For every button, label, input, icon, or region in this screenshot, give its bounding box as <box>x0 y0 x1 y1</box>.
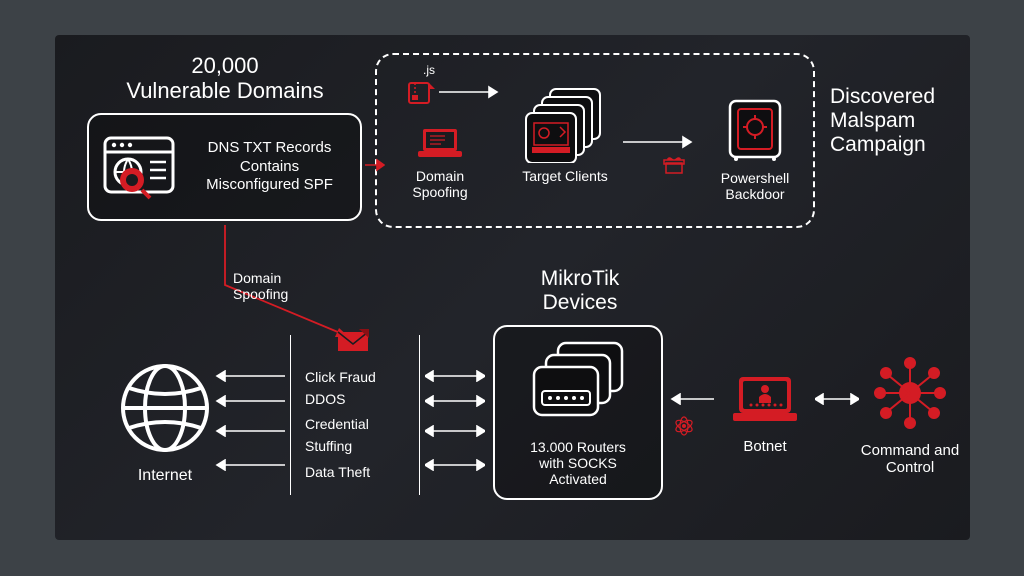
node-label: Target Clients <box>515 168 615 184</box>
list-item: Data Theft <box>305 462 409 484</box>
mikrotik-box-text: 13.000 Routers with SOCKS Activated <box>503 439 653 487</box>
safe-icon <box>724 95 786 165</box>
list-item: Click Fraud <box>305 367 409 389</box>
gift-icon <box>663 153 685 180</box>
node-label: Domain Spoofing <box>400 168 480 200</box>
attack-list: Click Fraud DDOS Credential Stuffing Dat… <box>290 335 420 495</box>
mid-arrow-label: Domain Spoofing <box>233 270 313 302</box>
router-stack-icon <box>518 337 638 432</box>
mikrotik-box: 13.000 Routers with SOCKS Activated <box>493 325 663 500</box>
browser-malware-icon <box>89 115 189 219</box>
diagram-canvas: 20,000 Vulnerable Domains DNS TXT Record… <box>55 35 970 540</box>
arrow-icon <box>215 370 285 382</box>
arrow-icon <box>425 370 485 382</box>
arrow-icon <box>425 459 485 471</box>
arrow-icon <box>425 425 485 437</box>
domain-spoofing-node: Domain Spoofing <box>400 125 480 200</box>
arrow-icon <box>670 393 714 405</box>
arrow-icon <box>425 395 485 407</box>
domains-box-text: DNS TXT Records Contains Misconfigured S… <box>189 139 360 195</box>
botnet-icon <box>729 365 801 427</box>
arrow-icon <box>365 158 385 172</box>
mikrotik-title: MikroTik Devices <box>505 267 655 315</box>
node-label: Command and Control <box>855 442 965 477</box>
arrow-icon <box>815 393 859 405</box>
arrow-icon <box>215 395 285 407</box>
domains-box: DNS TXT Records Contains Misconfigured S… <box>87 113 362 221</box>
js-zip-icon: .js <box>405 63 439 112</box>
node-label: Botnet <box>715 438 815 455</box>
title-line: Vulnerable Domains <box>126 78 323 103</box>
arrow-icon <box>215 459 285 471</box>
c2-icon <box>870 353 950 433</box>
arrow-icon <box>439 85 499 99</box>
laptop-icon <box>415 125 465 163</box>
powershell-backdoor-node: Powershell Backdoor <box>705 95 805 202</box>
arrow-icon <box>623 135 693 149</box>
list-item: Credential Stuffing <box>305 414 409 457</box>
node-label: Powershell Backdoor <box>705 170 805 202</box>
internet-node: Internet <box>110 360 220 485</box>
botnet-node: Botnet <box>715 365 815 455</box>
node-label: Internet <box>110 467 220 485</box>
vulnerable-domains-title: 20,000 Vulnerable Domains <box>115 53 335 104</box>
atom-icon <box>673 415 695 442</box>
list-item: DDOS <box>305 389 409 411</box>
server-stack-icon <box>520 85 610 163</box>
target-clients-node: Target Clients <box>515 85 615 184</box>
c2-node: Command and Control <box>855 353 965 477</box>
globe-icon <box>117 360 213 456</box>
title-line: 20,000 <box>191 53 258 78</box>
discovered-campaign-title: Discovered Malspam Campaign <box>830 85 960 157</box>
arrow-icon <box>215 425 285 437</box>
